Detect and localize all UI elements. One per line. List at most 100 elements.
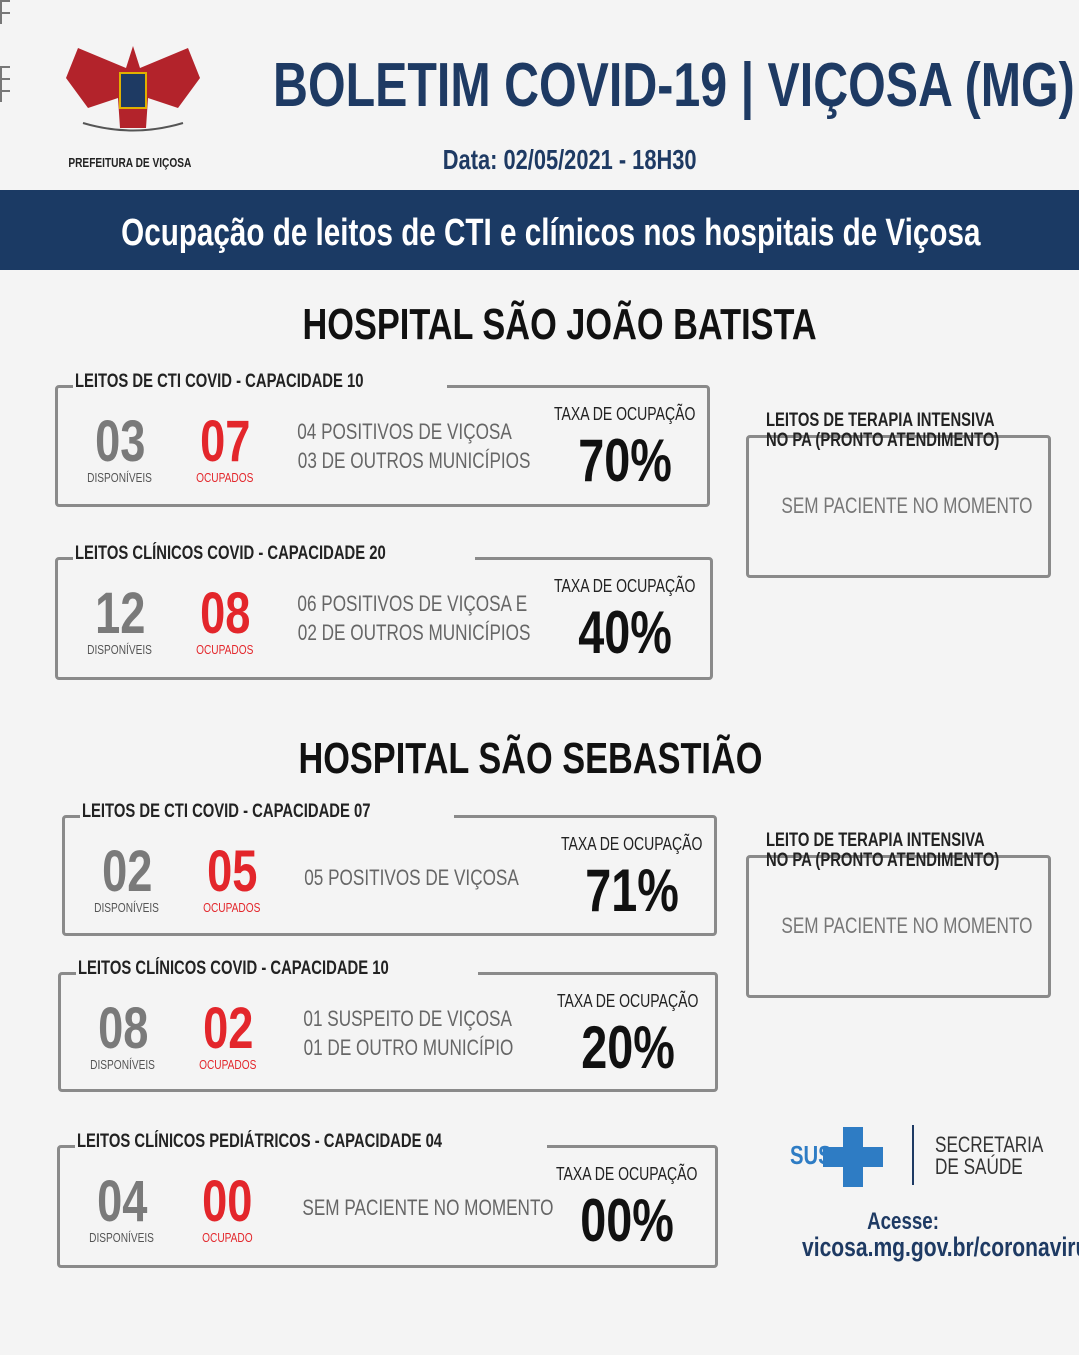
detail-text: 01 SUSPEITO DE VIÇOSA <box>303 1006 513 1031</box>
detail-text: SEM PACIENTE NO MOMENTO <box>302 1195 554 1220</box>
occupied: 08 <box>170 585 280 643</box>
rate-label-text: TAXA DE OCUPAÇÃO <box>554 576 696 596</box>
detail-text: 01 DE OUTRO MUNICÍPIO <box>303 1035 513 1060</box>
available-label-text: DISPONÍVEIS <box>87 470 153 485</box>
occupied-label: OCUPADOS <box>170 643 280 656</box>
available-text: 08 <box>97 996 149 1061</box>
occupied-label: OCUPADOS <box>170 471 280 484</box>
side-label: LEITO DE TERAPIA INTENSIVA <box>766 831 1066 850</box>
title: BOLETIM COVID-19 | VIÇOSA (MG) <box>160 55 1079 117</box>
rate-label-text: TAXA DE OCUPAÇÃO <box>561 834 703 854</box>
side-text: SEM PACIENTE NO MOMENTO <box>746 915 1051 937</box>
rate-label-text: TAXA DE OCUPAÇÃO <box>554 404 696 424</box>
rate-label: TAXA DE OCUPAÇÃO <box>525 577 725 595</box>
url: vicosa.mg.gov.br/coronavirus <box>760 1234 1079 1261</box>
occupied: 00 <box>172 1173 282 1231</box>
sus-logo <box>823 1127 883 1187</box>
side-text-text: SEM PACIENTE NO MOMENTO <box>781 913 1033 938</box>
plus <box>0 78 10 80</box>
occupied-label-text: OCUPADOS <box>196 470 254 485</box>
date: Data: 02/05/2021 - 18H30 <box>360 146 780 174</box>
box-label-text: LEITOS CLÍNICOS COVID - CAPACIDADE 20 <box>75 543 386 564</box>
banner-bg <box>0 190 1079 270</box>
available: 08 <box>68 1000 178 1058</box>
occupied-text: 02 <box>202 996 254 1061</box>
occupied-label-text: OCUPADOS <box>203 900 261 915</box>
side-box <box>746 855 1051 998</box>
box-label: LEITOS CLÍNICOS COVID - CAPACIDADE 10 <box>76 958 479 979</box>
occupied: 05 <box>177 843 287 901</box>
sus: SUS <box>790 1142 850 1168</box>
detail-text: 04 POSITIVOS DE VIÇOSA <box>297 419 513 444</box>
side-label: NO PA (PRONTO ATENDIMENTO) <box>766 431 1066 450</box>
available-label: DISPONÍVEIS <box>65 471 175 484</box>
side-label-text: LEITOS DE TERAPIA INTENSIVA <box>766 410 995 431</box>
side-label: LEITOS DE TERAPIA INTENSIVA <box>766 411 1066 430</box>
plus <box>0 90 10 92</box>
detail: 01 DE OUTRO MUNICÍPIO <box>268 1037 548 1059</box>
box-label-text: LEITOS CLÍNICOS PEDIÁTRICOS - CAPACIDADE… <box>77 1131 443 1152</box>
rate-label: TAXA DE OCUPAÇÃO <box>525 405 725 423</box>
plus <box>0 66 10 68</box>
plus <box>0 68 2 78</box>
available-text: 03 <box>94 409 146 474</box>
hospital-name: HOSPITAL SÃO SEBASTIÃO <box>230 737 830 781</box>
rate: 20% <box>528 1018 728 1078</box>
occupied-text: 05 <box>206 839 258 904</box>
logo-text-text: PREFEITURA DE VIÇOSA <box>68 155 192 170</box>
sus-text: SUS <box>790 1140 832 1170</box>
side-text-text: SEM PACIENTE NO MOMENTO <box>781 493 1033 518</box>
detail: 01 SUSPEITO DE VIÇOSA <box>268 1008 548 1030</box>
hospital-name: HOSPITAL SÃO JOÃO BATISTA <box>230 303 830 347</box>
hospital-name-text: HOSPITAL SÃO JOÃO BATISTA <box>302 300 817 349</box>
rate-text: 00% <box>580 1187 674 1254</box>
box-label-text: LEITOS DE CTI COVID - CAPACIDADE 10 <box>75 371 364 392</box>
box-label-text: LEITOS DE CTI COVID - CAPACIDADE 07 <box>82 801 371 822</box>
available-label: DISPONÍVEIS <box>68 1058 178 1071</box>
occupied-text: 00 <box>201 1169 253 1234</box>
side-label-bg <box>0 24 240 66</box>
plus <box>0 0 10 2</box>
box-label-text: LEITOS CLÍNICOS COVID - CAPACIDADE 10 <box>78 958 389 979</box>
logo <box>66 46 200 132</box>
available-text: 12 <box>94 581 146 646</box>
rate: 71% <box>532 861 732 921</box>
plus <box>0 2 2 12</box>
secretaria-text: DE SAÚDE <box>935 1154 1023 1179</box>
box-label: LEITOS CLÍNICOS PEDIÁTRICOS - CAPACIDADE… <box>75 1131 548 1152</box>
occupied: 02 <box>173 1000 283 1058</box>
rate-text: 40% <box>578 599 672 666</box>
rate-label-text: TAXA DE OCUPAÇÃO <box>556 1164 698 1184</box>
detail-text: 06 POSITIVOS DE VIÇOSA E <box>297 591 528 616</box>
detail: 03 DE OUTROS MUNICÍPIOS <box>265 450 545 472</box>
detail: 06 POSITIVOS DE VIÇOSA E <box>265 593 545 615</box>
rate: 70% <box>525 431 725 491</box>
rate-text: 70% <box>578 427 672 494</box>
box-label: LEITOS DE CTI COVID - CAPACIDADE 07 <box>80 802 454 821</box>
available: 02 <box>72 843 182 901</box>
detail: SEM PACIENTE NO MOMENTO <box>267 1197 553 1219</box>
detail: 05 POSITIVOS DE VIÇOSA <box>272 867 552 889</box>
side-label-text: NO PA (PRONTO ATENDIMENTO) <box>766 430 1000 451</box>
occupied-label: OCUPADO <box>172 1231 282 1244</box>
occupied-text: 08 <box>199 581 251 646</box>
rate-text: 71% <box>585 857 679 924</box>
available-label: DISPONÍVEIS <box>67 1231 177 1244</box>
box-label: LEITOS CLÍNICOS COVID - CAPACIDADE 20 <box>73 543 476 564</box>
plus <box>0 12 10 14</box>
detail: 04 POSITIVOS DE VIÇOSA <box>265 421 545 443</box>
access-text: Acesse: <box>867 1208 939 1235</box>
title-text: BOLETIM COVID-19 | VIÇOSA (MG) <box>273 51 1075 120</box>
banner-text: Ocupação de leitos de CTI e clínicos nos… <box>0 214 1079 252</box>
detail: 02 DE OUTROS MUNICÍPIOS <box>265 622 545 644</box>
occupied-text: 07 <box>199 409 251 474</box>
available-label-text: DISPONÍVEIS <box>87 642 153 657</box>
side-label-text: NO PA (PRONTO ATENDIMENTO) <box>766 850 1000 871</box>
available-text: 04 <box>96 1169 148 1234</box>
occupied-label: OCUPADOS <box>173 1058 283 1071</box>
available: 04 <box>67 1173 177 1231</box>
side-label: NO PA (PRONTO ATENDIMENTO) <box>766 851 1066 870</box>
plus <box>0 80 2 90</box>
rate-label: TAXA DE OCUPAÇÃO <box>532 835 732 853</box>
